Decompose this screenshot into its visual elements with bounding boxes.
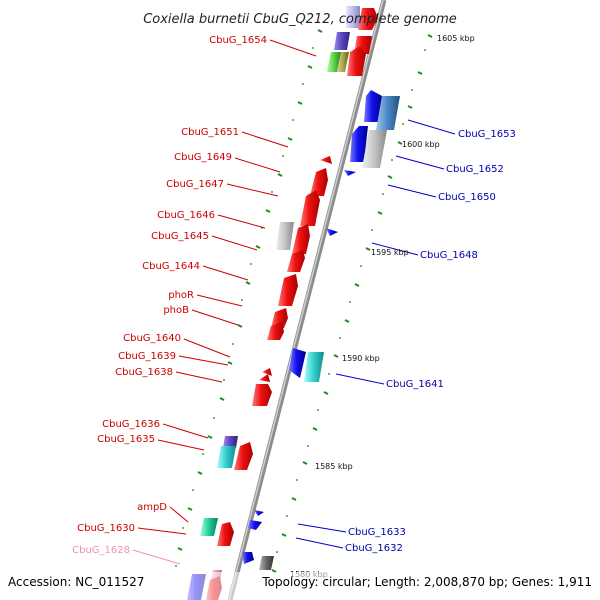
gene-arrow[interactable]: [278, 274, 298, 306]
gene-label[interactable]: CbuG_1630: [77, 523, 135, 534]
gene-arrow[interactable]: [254, 510, 264, 516]
tick-label: 1595 kbp: [371, 248, 409, 257]
gene-arrow[interactable]: [300, 190, 320, 226]
tick-dots: [175, 47, 426, 567]
gene-label[interactable]: phoR: [168, 290, 194, 301]
gene-arrow[interactable]: [344, 170, 356, 176]
gene-arrow[interactable]: [292, 224, 310, 254]
right-gene-labels: CbuG_1653 CbuG_1652 CbuG_1650 CbuG_1648 …: [345, 129, 516, 554]
gene-arrow[interactable]: [217, 446, 236, 468]
gene-label[interactable]: CbuG_1654: [209, 35, 267, 46]
gene-arrow[interactable]: [234, 442, 253, 470]
gene-label[interactable]: CbuG_1644: [142, 261, 200, 272]
tick-label: 1600 kbp: [402, 140, 440, 149]
gene-label[interactable]: CbuG_1639: [118, 351, 176, 362]
footer-backdrop: [0, 572, 600, 600]
gene-label[interactable]: CbuG_1653: [458, 129, 516, 140]
genome-backbone: [227, 0, 387, 600]
gene-arrow[interactable]: [223, 436, 238, 448]
gene-arrow[interactable]: [304, 352, 324, 382]
gene-arrow[interactable]: [262, 368, 272, 376]
gene-arrow[interactable]: [362, 130, 387, 168]
gene-label[interactable]: CbuG_1635: [97, 434, 155, 445]
gene-label[interactable]: phoB: [163, 305, 189, 316]
gene-arrow[interactable]: [200, 518, 218, 536]
gene-label[interactable]: CbuG_1650: [438, 192, 496, 203]
accession-text: Accession: NC_011527: [8, 575, 144, 589]
reverse-genes: [242, 90, 400, 570]
gene-arrow[interactable]: [358, 8, 378, 30]
gene-arrow[interactable]: [271, 308, 288, 328]
gene-label[interactable]: CbuG_1649: [174, 152, 232, 163]
gene-label[interactable]: ampD: [137, 502, 167, 513]
gene-arrow[interactable]: [252, 384, 272, 406]
leader-line-pink: [132, 549, 181, 565]
gene-arrow[interactable]: [289, 348, 306, 378]
gene-arrow[interactable]: [326, 228, 338, 236]
gene-arrow[interactable]: [217, 522, 234, 546]
gene-arrow[interactable]: [242, 552, 254, 564]
gene-arrow[interactable]: [364, 90, 382, 122]
gene-label[interactable]: CbuG_1648: [420, 250, 478, 261]
gene-arrow[interactable]: [248, 520, 262, 530]
gene-label[interactable]: CbuG_1645: [151, 231, 209, 242]
left-gene-labels: CbuG_1654 CbuG_1651 CbuG_1649 CbuG_1647 …: [72, 35, 267, 556]
gene-arrow[interactable]: [334, 32, 350, 50]
gene-label[interactable]: CbuG_1638: [115, 367, 173, 378]
gene-arrow[interactable]: [287, 250, 305, 272]
gene-label[interactable]: CbuG_1640: [123, 333, 181, 344]
genome-summary-text: Topology: circular; Length: 2,008,870 bp…: [261, 575, 592, 589]
gene-label[interactable]: CbuG_1628: [72, 545, 130, 556]
gene-arrow[interactable]: [346, 6, 360, 28]
gene-arrow[interactable]: [347, 46, 366, 76]
tick-label: 1590 kbp: [342, 354, 380, 363]
gene-label[interactable]: CbuG_1647: [166, 179, 224, 190]
gene-arrow[interactable]: [276, 222, 294, 250]
gene-arrow[interactable]: [259, 556, 274, 570]
gene-label[interactable]: CbuG_1636: [102, 419, 160, 430]
forward-genes: [187, 6, 378, 600]
left-leaders: [137, 39, 317, 535]
tick-label: 1585 kbp: [315, 462, 353, 471]
tick-label: 1605 kbp: [437, 34, 475, 43]
gene-label[interactable]: CbuG_1652: [446, 164, 504, 175]
gene-label[interactable]: CbuG_1633: [348, 527, 406, 538]
genome-backbone-highlight: [228, 0, 384, 600]
map-title: Coxiella burnetii CbuG_Q212, complete ge…: [143, 12, 457, 27]
gene-arrow[interactable]: [320, 156, 332, 164]
gene-label[interactable]: CbuG_1651: [181, 127, 239, 138]
gene-arrow[interactable]: [327, 52, 341, 72]
gene-arrow[interactable]: [267, 322, 284, 340]
gene-arrow[interactable]: [337, 52, 349, 72]
gene-label[interactable]: CbuG_1632: [345, 543, 403, 554]
gene-arrow[interactable]: [310, 168, 328, 196]
gene-label[interactable]: CbuG_1641: [386, 379, 444, 390]
right-leaders: [295, 119, 456, 549]
gene-arrow[interactable]: [259, 374, 270, 382]
gene-arrow[interactable]: [376, 96, 400, 130]
tick-marks: [177, 29, 433, 573]
gene-arrow[interactable]: [350, 126, 368, 162]
gene-label[interactable]: CbuG_1646: [157, 210, 215, 221]
